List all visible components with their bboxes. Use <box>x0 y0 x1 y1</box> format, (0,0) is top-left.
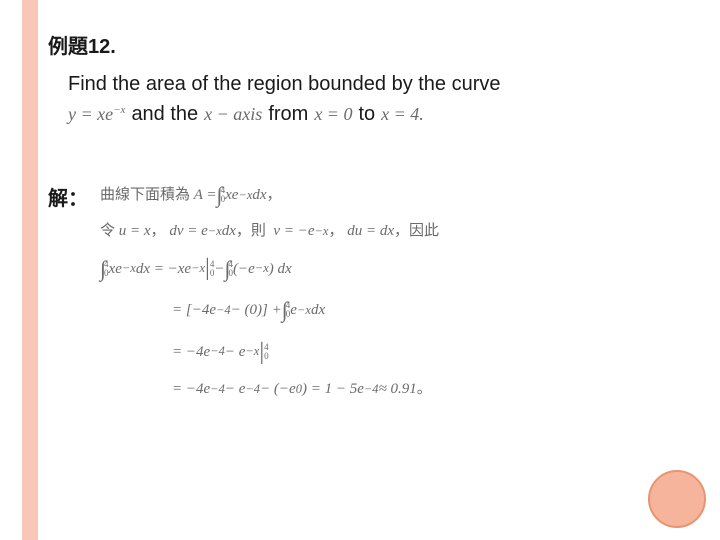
math: = −4e <box>172 343 210 361</box>
exp: −x <box>208 224 222 239</box>
solution-body: 曲線下面積為 A = ∫ 40 xe−x dx ， 令 u = x ， dv =… <box>100 182 439 412</box>
sol-row-3: ∫ 40 xe−x dx = −xe−x | 40 − ∫ 40 (−e−x )… <box>100 254 439 283</box>
eq-curve: y = xe−x <box>68 101 125 128</box>
sol-row-1: 曲線下面積為 A = ∫ 40 xe−x dx ， <box>100 182 439 208</box>
left-accent-rail <box>22 0 38 540</box>
exp: −x <box>122 261 136 276</box>
example-number: 例題12. <box>48 30 700 59</box>
math: A = <box>194 186 217 204</box>
exp: −x <box>238 188 252 203</box>
math: (−e <box>233 260 255 278</box>
integral-icon: ∫ 40 <box>217 182 226 208</box>
solution-label: 解： <box>48 182 88 211</box>
txt-to: to <box>358 99 375 129</box>
math: ≈ 0.91 <box>379 380 417 398</box>
math: v = −e <box>273 222 314 240</box>
text: 令 <box>100 222 115 240</box>
punct: ， <box>151 222 166 240</box>
math: dx <box>311 301 325 319</box>
math: ) = 1 − 5e <box>302 380 364 398</box>
exp: −x <box>297 303 311 318</box>
math: − e <box>225 343 246 361</box>
text: ，則 <box>236 222 266 240</box>
math: xe <box>225 186 238 204</box>
math: = [−4e <box>172 301 216 319</box>
text: ，因此 <box>394 222 439 240</box>
exp: −x <box>314 224 328 239</box>
eval-bar-icon: | 40 <box>205 254 214 283</box>
math: − <box>214 260 224 278</box>
integral-icon: ∫ 40 <box>100 256 109 282</box>
math: xe <box>109 260 122 278</box>
math: dx = −xe <box>136 260 191 278</box>
sol-row-6: = −4e−4 − e−4 − (−e0 ) = 1 − 5e−4 ≈ 0.91… <box>172 380 439 398</box>
integral-icon: ∫ 40 <box>224 256 233 282</box>
math: − e <box>225 380 246 398</box>
exp: −x <box>255 261 269 276</box>
exp: −x <box>245 344 259 359</box>
exp: −4 <box>245 382 260 397</box>
problem-statement: Find the area of the region bounded by t… <box>68 69 700 129</box>
math: dx <box>252 186 266 204</box>
math: − (0)] + <box>231 301 282 319</box>
decorative-circle-icon <box>648 470 706 528</box>
exp: −4 <box>210 344 225 359</box>
eval-bar-icon: | 40 <box>259 338 268 367</box>
math: u = x <box>119 222 151 240</box>
txt-and-the: and the <box>131 99 198 129</box>
math: e <box>290 301 297 319</box>
math: − (−e <box>260 380 296 398</box>
punct: ， <box>328 222 343 240</box>
punct: 。 <box>417 380 432 398</box>
problem-line2: y = xe−x and the x − axis from x = 0 to … <box>68 99 700 129</box>
math: dx <box>222 222 236 240</box>
exp: −4 <box>210 382 225 397</box>
integral-icon: ∫ 40 <box>282 297 291 323</box>
slide-content: 例題12. Find the area of the region bounde… <box>48 30 700 129</box>
eq-xaxis: x − axis <box>204 101 262 128</box>
problem-line1: Find the area of the region bounded by t… <box>68 69 700 99</box>
sol-row-4: = [−4e−4 − (0)] + ∫ 40 e−x dx <box>172 297 439 323</box>
math: dv = e <box>169 222 207 240</box>
txt-from: from <box>268 99 308 129</box>
eq-x4: x = 4. <box>381 101 424 128</box>
exp: −4 <box>364 382 379 397</box>
math: = −4e <box>172 380 210 398</box>
sol-row-2: 令 u = x ， dv = e−x dx ，則 v = −e−x ， du =… <box>100 222 439 240</box>
exp: −x <box>191 261 205 276</box>
exp: −4 <box>216 303 231 318</box>
text: 曲線下面積為 <box>100 186 190 204</box>
sol-row-5: = −4e−4 − e−x | 40 <box>172 338 439 367</box>
punct: ， <box>267 186 282 204</box>
math: du = dx <box>347 222 394 240</box>
math: ) dx <box>269 260 292 278</box>
eq-x0: x = 0 <box>314 101 352 128</box>
